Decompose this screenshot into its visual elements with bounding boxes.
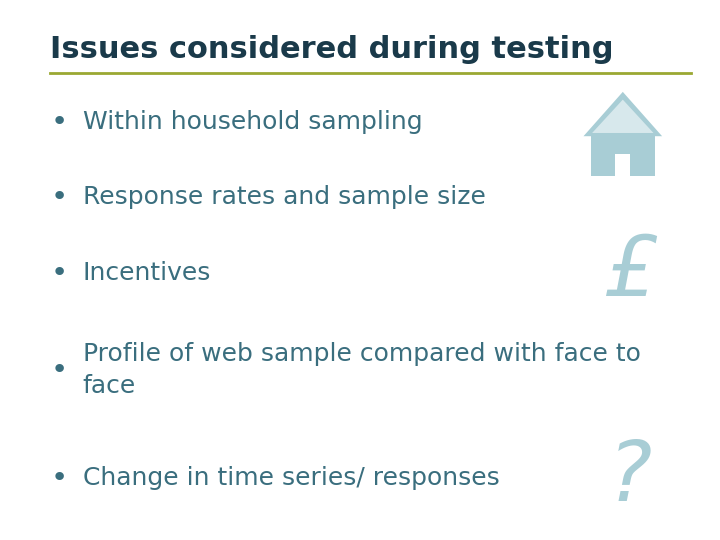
Text: Issues considered during testing: Issues considered during testing [50, 35, 614, 64]
Text: Within household sampling: Within household sampling [83, 110, 423, 133]
Bar [591, 136, 654, 176]
Bar [615, 154, 631, 176]
Text: •: • [50, 107, 68, 136]
Text: Profile of web sample compared with face to
face: Profile of web sample compared with face… [83, 342, 641, 397]
Polygon shape [592, 99, 654, 133]
Text: •: • [50, 183, 68, 211]
Text: Incentives: Incentives [83, 261, 211, 285]
Text: •: • [50, 464, 68, 492]
Polygon shape [583, 92, 662, 136]
Text: Response rates and sample size: Response rates and sample size [83, 185, 486, 209]
Text: £: £ [603, 232, 657, 313]
Text: •: • [50, 356, 68, 384]
Text: •: • [50, 259, 68, 287]
Text: ?: ? [608, 437, 652, 518]
Text: Change in time series/ responses: Change in time series/ responses [83, 466, 500, 490]
